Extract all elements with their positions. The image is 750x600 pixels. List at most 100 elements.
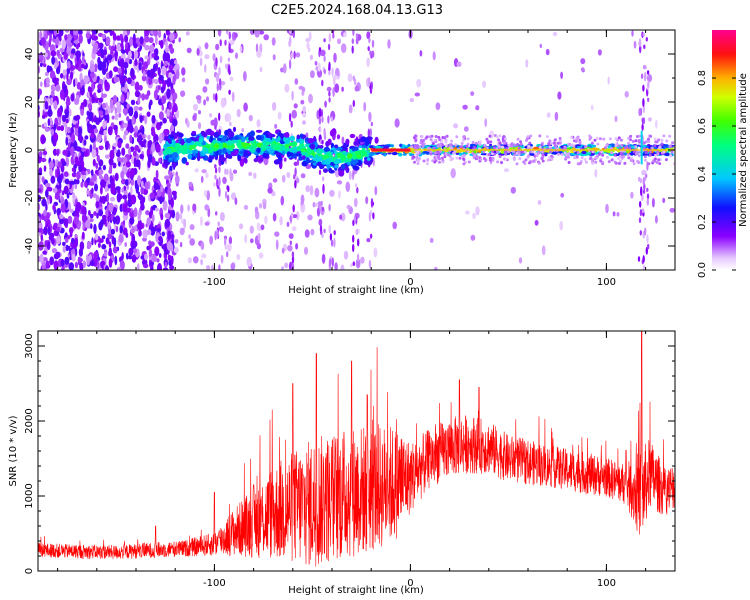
spectrogram-cell <box>186 120 190 128</box>
spectrogram-cell <box>86 177 90 184</box>
spectrogram-cell <box>200 130 206 135</box>
spectrogram-cell <box>357 139 361 143</box>
spectrogram-cell <box>524 146 528 149</box>
spectrogram-cell <box>109 99 114 109</box>
spectrogram-cell <box>154 63 158 71</box>
spectrogram-cell <box>328 97 331 103</box>
spectrogram-cell <box>352 99 355 108</box>
spectrogram-cell <box>149 241 155 247</box>
spectrogram-cell <box>113 66 119 73</box>
spectrogram-cell <box>289 240 292 246</box>
spectrogram-cell <box>60 202 66 213</box>
spectrogram-cell <box>334 262 338 270</box>
spectrogram-cell <box>69 64 75 71</box>
spectrogram-cell <box>56 169 59 178</box>
spectrogram-cell <box>162 117 167 124</box>
spectrogram-cell <box>613 153 617 157</box>
spectrogram-cell <box>233 150 239 155</box>
spectrogram-cell <box>134 81 140 92</box>
spectrogram-cell <box>218 226 222 231</box>
spectrogram-cell <box>180 90 186 97</box>
spectrogram-cell <box>192 203 197 212</box>
spectrogram-cell <box>617 157 621 161</box>
spectrogram-cell <box>482 80 487 89</box>
spectrogram-cell <box>637 139 641 143</box>
spectrogram-cell <box>108 158 114 166</box>
spectrogram-cell <box>664 158 668 162</box>
spectrogram-cell <box>488 158 492 162</box>
spectrogram-cell <box>102 214 107 220</box>
spectrogram-cell <box>288 112 292 122</box>
spectrogram-cell <box>116 156 122 163</box>
spectrogram-cell <box>151 53 155 58</box>
spectrogram-cell <box>169 165 173 172</box>
spectrogram-cell <box>101 33 106 40</box>
spectrogram-cell <box>275 239 279 250</box>
spectrogram-cell <box>641 208 645 214</box>
spectrogram-cell <box>121 87 126 92</box>
spectrogram-cell <box>140 186 145 195</box>
spectrogram-cell <box>138 84 143 91</box>
spectrogram-cell <box>340 212 346 222</box>
spectrogram-cell <box>64 124 68 135</box>
spectrogram-cell <box>214 125 217 130</box>
spectrogram-cell <box>590 104 594 111</box>
spectrogram-cell <box>321 233 324 238</box>
spectrogram-cell <box>88 111 93 122</box>
spectrogram-cell <box>219 78 222 87</box>
spectrogram-cell <box>358 145 362 149</box>
spectrogram-cell <box>147 57 151 66</box>
spectrogram-cell <box>564 156 568 160</box>
spectrogram-cell <box>319 205 322 212</box>
spectrogram-cell <box>534 152 538 156</box>
spectrogram-cell <box>61 39 66 50</box>
spectrogram-cell <box>126 103 130 109</box>
spectrogram-cell <box>100 260 106 266</box>
spectrogram-cell <box>390 144 394 148</box>
spectrogram-cell <box>410 145 414 149</box>
spectrogram-cell <box>556 141 560 145</box>
spectrogram-cell <box>330 116 334 122</box>
spectrogram-cell <box>413 146 417 150</box>
spectrogram-cell <box>374 186 378 196</box>
spectrogram-cell <box>216 82 219 92</box>
spectrogram-cell <box>595 156 599 160</box>
spectrogram-cell <box>126 171 132 178</box>
spectrogram-cell <box>647 80 650 89</box>
spectrogram-cell <box>470 91 475 96</box>
spectrogram-cell <box>573 156 577 160</box>
spectrogram-cell <box>579 161 582 165</box>
spectrogram-cell <box>60 196 65 205</box>
spectrogram-cell <box>356 253 360 262</box>
spectrogram-cell <box>345 138 350 145</box>
spectrogram-cell <box>229 121 232 127</box>
spectrogram-cell <box>355 37 359 45</box>
spectrogram-cell <box>290 52 293 59</box>
spectrogram-cell <box>210 142 214 149</box>
spectrogram-cell <box>38 188 42 193</box>
spectrogram-cell <box>271 101 277 111</box>
spectrogram-cell <box>156 227 161 232</box>
spectrogram-cell <box>438 160 441 164</box>
spectrogram-cell <box>537 161 541 165</box>
spectrogram-cell <box>443 136 447 140</box>
spectrogram-cell <box>646 193 650 200</box>
spectrogram-cell <box>329 233 333 241</box>
spectrogram-cell <box>349 149 353 154</box>
spectrogram-cell <box>215 72 220 83</box>
spectrogram-cell <box>328 169 335 174</box>
spectrogram-cell <box>41 198 47 207</box>
spectrogram-cell <box>295 153 303 157</box>
spectrogram-cell <box>158 111 164 120</box>
spectrogram-cell <box>328 32 331 43</box>
spectrogram-cell <box>83 99 88 108</box>
spectrogram-cell <box>352 261 355 267</box>
spectrogram-cell <box>255 43 259 53</box>
spectrogram-cell <box>257 52 261 58</box>
spectrogram-cell <box>67 235 71 240</box>
spectrogram-cell <box>92 193 97 199</box>
spectrogram-cell <box>645 247 648 255</box>
spectrogram-cell <box>544 152 548 157</box>
spectrogram-cell <box>140 203 145 211</box>
spectrogram-cell <box>476 144 484 149</box>
